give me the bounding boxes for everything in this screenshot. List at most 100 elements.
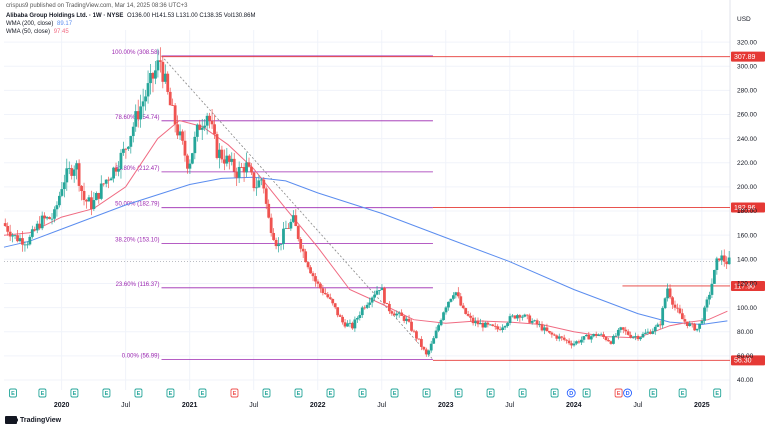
earnings-marker	[390, 388, 399, 398]
candle-body	[163, 73, 167, 82]
candle-body	[693, 323, 697, 331]
candle-body	[481, 322, 485, 328]
candle-body	[417, 338, 421, 340]
event-marker-label: E	[233, 391, 237, 397]
candle-body	[616, 329, 620, 336]
event-marker-label: E	[585, 391, 589, 397]
candle-body	[503, 326, 507, 328]
time-tick-label: Jul	[633, 402, 642, 409]
candle-body	[708, 294, 711, 300]
candle-body	[501, 327, 505, 330]
candle-body	[705, 299, 709, 308]
candle-body	[18, 238, 22, 242]
candle-body	[328, 297, 332, 299]
fib-level-label: 0.00% (56.99)	[122, 353, 160, 359]
earnings-marker	[582, 388, 591, 398]
price-badge	[731, 280, 765, 291]
candle-body	[60, 189, 64, 196]
candle-body	[166, 73, 170, 92]
candle-body	[11, 235, 15, 237]
earnings-marker	[326, 388, 335, 398]
candle-body	[483, 322, 487, 328]
candle-body	[459, 296, 463, 306]
candle-body	[67, 168, 71, 169]
candle-body	[99, 183, 103, 199]
price-axis[interactable]: 320.00 300.00 280.00 260.00 240.00 220.00 200.…	[737, 39, 757, 384]
candle-body	[178, 131, 182, 136]
candle-body	[668, 288, 672, 298]
candle-body	[117, 169, 120, 172]
candle-body	[134, 111, 138, 127]
candle-body	[476, 321, 480, 325]
candle-body	[570, 343, 573, 346]
candle-body	[464, 308, 468, 314]
candle-body	[412, 330, 416, 332]
dividend-marker	[623, 388, 633, 398]
candle-body	[525, 314, 529, 316]
price-tick-label: 120.00	[737, 281, 757, 288]
candle-body	[717, 258, 721, 261]
candle-body	[513, 315, 517, 319]
candle-body	[612, 335, 615, 344]
candle-body	[208, 115, 212, 121]
candle-body	[70, 168, 74, 176]
candle-body	[173, 105, 177, 125]
candle-body	[498, 329, 502, 331]
candle-body	[25, 244, 29, 246]
earnings-marker	[9, 388, 17, 398]
fib-level-label: 100.00% (308.58)	[112, 50, 160, 56]
event-marker-label: E	[297, 391, 301, 397]
candle-body	[107, 179, 111, 181]
candle-body	[272, 232, 276, 240]
candle-body	[712, 269, 716, 284]
candle-body	[419, 339, 423, 347]
candle-body	[215, 134, 219, 158]
event-marker-label: D	[626, 391, 630, 397]
price-badge	[731, 202, 765, 213]
candle-body	[415, 331, 418, 339]
candle-body	[422, 346, 426, 350]
candle-body	[447, 301, 450, 308]
earnings-marker	[102, 388, 111, 398]
time-axis[interactable]: 2020 Jul 2021 Jul 2022 Jul 2023 Jul 2024 Jul 2025	[54, 402, 710, 409]
moving-averages	[3, 119, 728, 339]
fib-level-label: 50.00% (182.79)	[115, 202, 159, 208]
fib-retracement[interactable]: 100.00% (308.58)78.60% (254.74)61.80% (2…	[112, 50, 434, 360]
candle-body	[200, 127, 204, 130]
candle-body	[195, 124, 199, 137]
candle-body	[240, 166, 244, 168]
candle-body	[621, 327, 625, 330]
candle-body	[154, 70, 157, 79]
candle-body	[343, 322, 347, 327]
candle-body	[122, 148, 125, 153]
candle-body	[368, 302, 372, 305]
time-tick-label: Jul	[377, 402, 386, 409]
candle-body	[703, 307, 706, 321]
candle-body	[304, 251, 308, 263]
candle-body	[119, 152, 123, 170]
wma50-label: WMA (50, close)	[6, 29, 51, 35]
candle-body	[508, 316, 512, 324]
event-marker-label: E	[137, 391, 141, 397]
candle-body	[383, 287, 386, 303]
candle-body	[50, 218, 54, 220]
candle-body	[144, 96, 147, 102]
candle-body	[104, 179, 108, 184]
time-tick-label: Jul	[505, 402, 514, 409]
candle-body	[264, 188, 268, 204]
candle-body	[48, 217, 51, 219]
candle-body	[550, 332, 554, 335]
candle-body	[87, 197, 91, 202]
candle-body	[351, 322, 354, 329]
horizontal-lines[interactable]: 307.89 182.96 117.90 56.30	[4, 51, 765, 366]
candle-body	[405, 318, 408, 321]
candle-body	[493, 325, 497, 327]
symbol-name[interactable]: Alibaba Group Holdings Ltd. · 1W · NYSE	[6, 13, 124, 19]
legend-wma200[interactable]: WMA (200, close) 89.17	[6, 20, 255, 28]
tradingview-logo[interactable]: TradingView	[5, 416, 61, 424]
candle-body	[363, 307, 367, 309]
time-tick-label: Jul	[249, 402, 258, 409]
candle-body	[466, 313, 470, 316]
